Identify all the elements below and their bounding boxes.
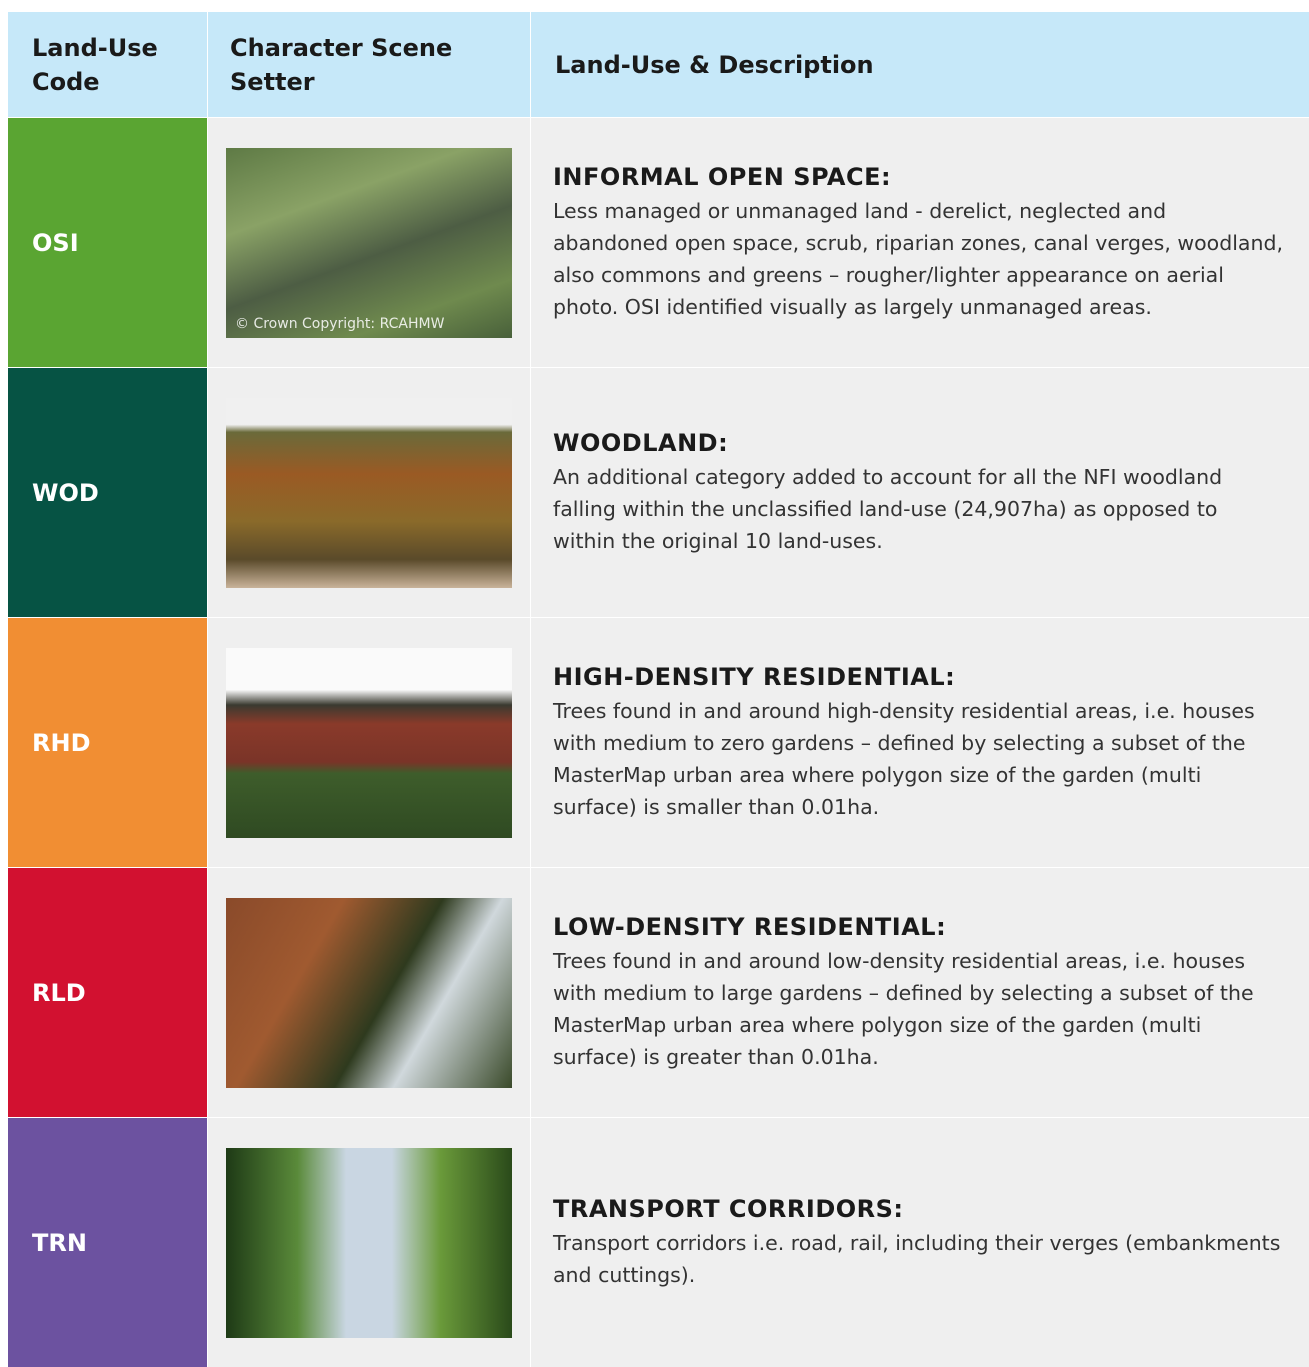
land-use-description: Trees found in and around high-density r… bbox=[553, 698, 1255, 819]
land-use-table: Land-Use Code Character Scene Setter Lan… bbox=[8, 12, 1309, 1367]
table-row: RHD HIGH-DENSITY RESIDENTIAL: Trees found … bbox=[8, 617, 1309, 867]
land-use-title: TRANSPORT CORRIDORS: bbox=[553, 1194, 904, 1223]
description-cell: LOW-DENSITY RESIDENTIAL: Trees found in a… bbox=[530, 868, 1309, 1117]
header-cell: Land-Use & Description bbox=[530, 12, 1309, 117]
image-cell bbox=[207, 368, 530, 617]
scene-photo bbox=[226, 398, 512, 588]
description-cell: INFORMAL OPEN SPACE: Less managed or unma… bbox=[530, 118, 1309, 367]
image-caption: © Crown Copyright: RCAHMW bbox=[235, 316, 445, 332]
land-use-description: Trees found in and around low-density re… bbox=[553, 948, 1254, 1069]
header-cell: Character Scene Setter bbox=[207, 12, 530, 117]
image-cell bbox=[207, 618, 530, 867]
header-cell: Land-Use Code bbox=[32, 33, 158, 96]
description-cell: TRANSPORT CORRIDORS: Transport corridors … bbox=[530, 1118, 1309, 1367]
table-row: RLD LOW-DENSITY RESIDENTIAL: Trees found i… bbox=[8, 867, 1309, 1117]
image-cell bbox=[207, 1118, 530, 1367]
table-row: TRN TRANSPORT CORRIDORS: Transport corrido… bbox=[8, 1117, 1309, 1367]
land-use-description: Less managed or unmanaged land - derelic… bbox=[553, 198, 1283, 319]
land-use-title: HIGH-DENSITY RESIDENTIAL: bbox=[553, 662, 956, 691]
scene-photo: © Crown Copyright: RCAHMW bbox=[226, 148, 512, 338]
scene-photo bbox=[226, 648, 512, 838]
scene-photo bbox=[226, 898, 512, 1088]
land-use-code: TRN bbox=[8, 1118, 207, 1367]
land-use-title: INFORMAL OPEN SPACE: bbox=[553, 162, 892, 191]
scene-photo bbox=[226, 1148, 512, 1338]
land-use-code: RHD bbox=[8, 618, 207, 867]
land-use-code: RLD bbox=[8, 868, 207, 1117]
table-row: WOD WOODLAND: An additional category added… bbox=[8, 367, 1309, 617]
table-row: OSI © Crown Copyright: RCAHMW INFORMAL OPE… bbox=[8, 117, 1309, 367]
description-cell: HIGH-DENSITY RESIDENTIAL: Trees found in … bbox=[530, 618, 1309, 867]
land-use-code: OSI bbox=[8, 118, 207, 367]
land-use-description: An additional category added to account … bbox=[553, 464, 1223, 553]
land-use-code: WOD bbox=[8, 368, 207, 617]
image-cell: © Crown Copyright: RCAHMW bbox=[207, 118, 530, 367]
header-row: Land-Use Code Character Scene Setter Lan… bbox=[8, 12, 1309, 117]
image-cell bbox=[207, 868, 530, 1117]
land-use-title: LOW-DENSITY RESIDENTIAL: bbox=[553, 912, 947, 941]
land-use-title: WOODLAND: bbox=[553, 428, 729, 457]
description-cell: WOODLAND: An additional category added to… bbox=[530, 368, 1309, 617]
land-use-description: Transport corridors i.e. road, rail, inc… bbox=[553, 1230, 1281, 1287]
